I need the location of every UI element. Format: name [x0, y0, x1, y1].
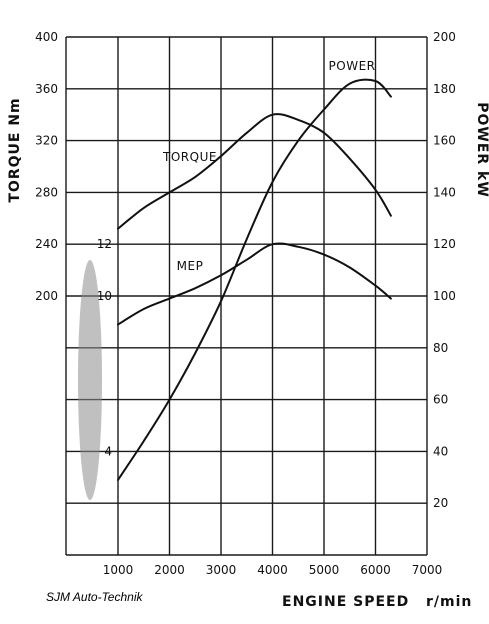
- right-tick-label: 120: [433, 237, 456, 251]
- right-tick-label: 180: [433, 82, 456, 96]
- right-tick-label: 160: [433, 134, 456, 148]
- x-tick-label: 4000: [257, 563, 288, 577]
- mep-tick-label: 10: [97, 289, 112, 303]
- series-power-line: [117, 78, 392, 481]
- left-tick-label: 280: [35, 185, 58, 199]
- left-tick-label: 400: [35, 30, 58, 44]
- credit-text: SJM Auto-Technik: [46, 590, 143, 604]
- right-axis-title: POWER kW: [474, 102, 489, 198]
- x-tick-label: 1000: [103, 563, 134, 577]
- x-tick-label: 6000: [360, 563, 391, 577]
- x-tick-label: 3000: [206, 563, 237, 577]
- series-power-label: POWER: [329, 59, 376, 73]
- smudge: [78, 260, 102, 500]
- left-tick-label: 320: [35, 134, 58, 148]
- left-tick-label: 200: [35, 289, 58, 303]
- right-tick-label: 80: [433, 341, 448, 355]
- left-tick-label: 360: [35, 82, 58, 96]
- tick-labels: 400 360 320 280 240 200 12 10 4 200 180 160 140 120 10…: [35, 30, 456, 577]
- series-mep-line: [117, 242, 392, 326]
- x-axis-unit: r/min: [426, 594, 472, 610]
- series-mep-label: MEP: [177, 259, 204, 273]
- grid: [65, 36, 428, 556]
- right-tick-label: 60: [433, 393, 448, 407]
- series-torque-label: TORQUE: [162, 150, 217, 164]
- right-tick-label: 140: [433, 185, 456, 199]
- x-tick-label: 5000: [309, 563, 340, 577]
- x-tick-label: 2000: [154, 563, 185, 577]
- x-tick-label: 7000: [412, 563, 443, 577]
- left-tick-label: 240: [35, 237, 58, 251]
- left-axis-title: TORQUE Nm: [7, 97, 23, 202]
- right-tick-label: 200: [433, 30, 456, 44]
- right-tick-label: 20: [433, 496, 448, 510]
- right-tick-label: 100: [433, 289, 456, 303]
- series-labels: TORQUE POWER MEP: [162, 59, 375, 273]
- series-torque-line: [117, 113, 392, 230]
- x-axis-title: ENGINE SPEED: [282, 594, 409, 610]
- right-tick-label: 40: [433, 444, 448, 458]
- curves: [117, 78, 392, 481]
- mep-tick-label: 12: [97, 237, 112, 251]
- mep-tick-label: 4: [104, 444, 112, 458]
